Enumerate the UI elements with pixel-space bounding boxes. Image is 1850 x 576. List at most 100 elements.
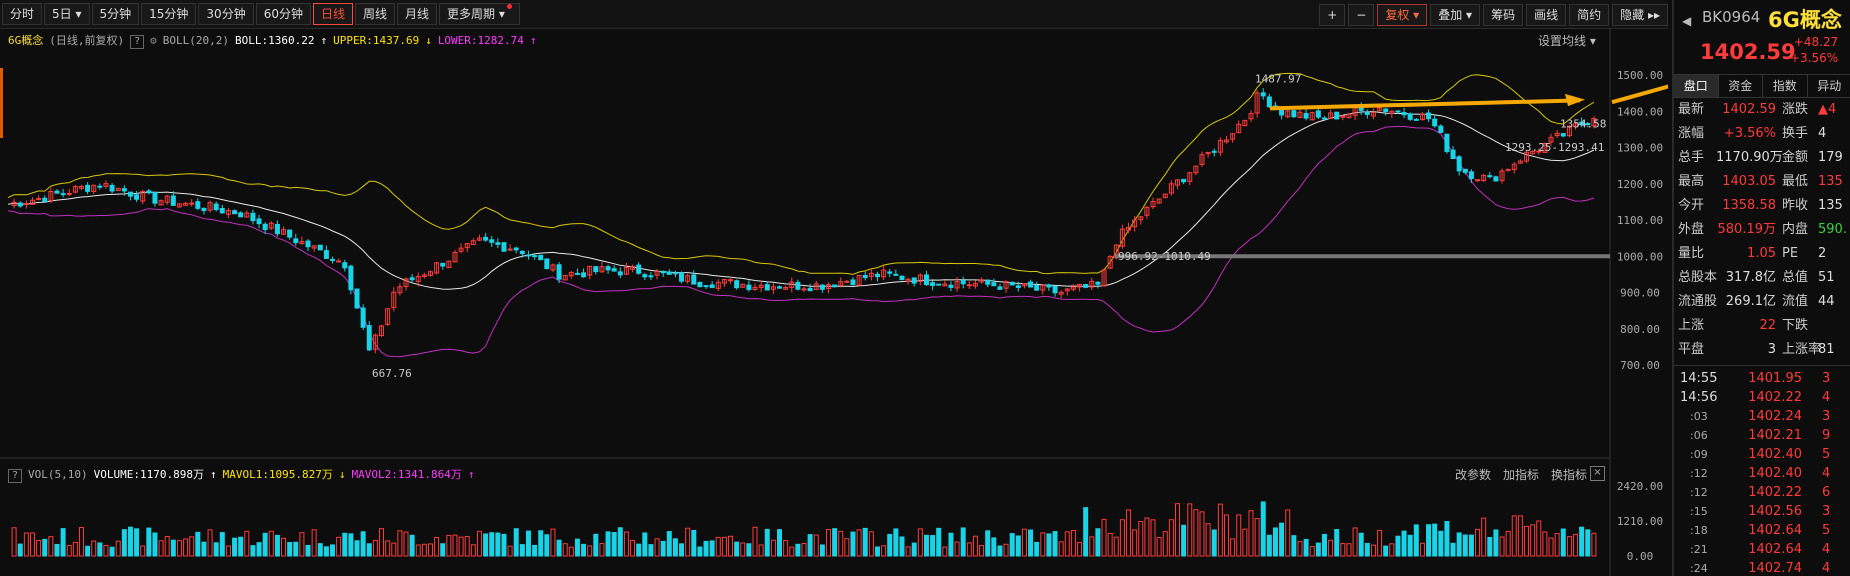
volume-bar — [1303, 538, 1309, 557]
quote-value: 22 — [1759, 318, 1776, 333]
candle-body — [348, 265, 354, 291]
volume-bar — [42, 538, 48, 557]
volume-bar — [1181, 524, 1187, 557]
period-tab-30min[interactable]: 30分钟 — [198, 3, 254, 25]
quote-row: 今开 1358.58 昨收 135 — [1674, 194, 1850, 218]
simple-button[interactable]: 简约 — [1569, 4, 1610, 26]
volume-bar — [568, 546, 574, 557]
ma-settings-link[interactable]: 设置均线 ▾ — [1538, 34, 1596, 48]
volume-bar — [709, 540, 715, 557]
candle-body — [519, 250, 525, 255]
candle-body — [1230, 133, 1236, 140]
volume-bar — [1481, 517, 1487, 557]
quote-value: 2 — [1818, 246, 1827, 261]
candle-body — [1566, 125, 1572, 137]
period-tab-monthly[interactable]: 月线 — [397, 3, 438, 25]
tick-time: :09 — [1690, 448, 1708, 461]
volume-bar — [403, 531, 409, 557]
period-tab-15min[interactable]: 15分钟 — [141, 3, 197, 25]
candle-body — [605, 266, 611, 271]
quote-key: 总手 — [1678, 150, 1705, 165]
tab-orderbook[interactable]: 盘口 — [1674, 75, 1719, 97]
tick-time: :21 — [1690, 543, 1708, 556]
volume-bar — [1285, 509, 1291, 557]
close-volume-icon[interactable]: × — [1590, 466, 1605, 481]
tick-row: 14:56 1402.22 4 — [1674, 388, 1850, 407]
kline-chart[interactable]: 1500.00 1400.00 1300.00 1200.00 1100.00 1000.… — [0, 28, 1668, 576]
period-tab-weekly[interactable]: 周线 — [355, 3, 396, 25]
volume-bar — [1395, 535, 1401, 557]
candle-body — [936, 283, 942, 286]
volume-bar — [728, 535, 734, 557]
tick-price: 1402.74 — [1748, 561, 1802, 576]
period-tab-5day[interactable]: 5日 ▾ — [44, 3, 90, 25]
volume-bar — [354, 540, 360, 557]
candle-body — [452, 251, 458, 263]
vol-help-icon[interactable]: ? — [8, 469, 22, 483]
quote-key: 上涨 — [1678, 318, 1705, 333]
candle-body — [740, 283, 746, 288]
collapse-arrow-icon[interactable]: ◀ — [1682, 14, 1692, 28]
candle-body — [703, 285, 709, 288]
tab-anomaly[interactable]: 异动 — [1808, 75, 1850, 97]
trend-arrow-head — [1565, 93, 1585, 107]
tab-funds[interactable]: 资金 — [1719, 75, 1763, 97]
candle-body — [1144, 206, 1150, 216]
edit-params-link[interactable]: 改参数 — [1455, 468, 1492, 482]
volume-bar — [1487, 536, 1493, 557]
zoom-out-button[interactable]: − — [1348, 4, 1375, 26]
volume-bar — [819, 544, 825, 557]
period-mode: (日线,前复权) — [49, 34, 125, 47]
volume-bar — [427, 543, 433, 557]
volume-bar — [207, 529, 213, 557]
candle-body — [385, 308, 391, 325]
candle-body — [1089, 280, 1095, 288]
indicator-infobar: 6G概念 (日线,前复权)? ⚙ BOLL(20,2) BOLL:1360.22 ↑ UPP… — [8, 34, 537, 49]
candle-body — [636, 264, 642, 274]
candle-body — [91, 184, 97, 192]
period-tab-daily[interactable]: 日线 — [312, 3, 353, 25]
candle-body — [1370, 111, 1376, 117]
period-tab-5min[interactable]: 5分钟 — [91, 3, 140, 25]
candle-body — [807, 287, 813, 292]
add-indicator-link[interactable]: 加指标 — [1503, 468, 1540, 482]
candle-body — [630, 265, 636, 270]
candle-body — [1015, 285, 1021, 288]
candle-body — [1168, 183, 1174, 194]
volume-bar — [29, 532, 35, 557]
more-periods-button[interactable]: 更多周期 ▾ — [439, 3, 520, 25]
chips-button[interactable]: 筹码 — [1483, 4, 1524, 26]
tick-volume: 3 — [1822, 371, 1831, 386]
candle-body — [917, 274, 923, 282]
overlay-button[interactable]: 叠加 ▾ — [1430, 4, 1481, 26]
volume-bar — [1573, 533, 1579, 557]
volume-bar — [225, 545, 231, 557]
period-tab-60min[interactable]: 60分钟 — [255, 3, 311, 25]
zoom-in-button[interactable]: + — [1319, 4, 1346, 26]
volume-bar — [366, 543, 372, 557]
volume-bar — [1193, 509, 1199, 557]
volume-bar — [446, 534, 452, 557]
volume-bar — [397, 530, 403, 557]
switch-indicator-link[interactable]: 换指标 — [1551, 468, 1588, 482]
volume-bar — [17, 543, 23, 557]
quote-key: 今开 — [1678, 198, 1705, 213]
hide-button[interactable]: 隐藏 ▸▸ — [1612, 4, 1668, 26]
volume-bar — [642, 532, 648, 557]
help-icon[interactable]: ? — [130, 35, 145, 49]
volume-bar — [801, 543, 807, 557]
price-annotation: 667.76 — [372, 367, 412, 380]
tab-index[interactable]: 指数 — [1763, 75, 1808, 97]
mavol1-value: MAVOL1:1095.827万 — [222, 468, 333, 481]
period-tab-intraday[interactable]: 分时 — [2, 3, 43, 25]
adjust-button[interactable]: 复权 ▾ — [1377, 4, 1428, 26]
candle-body — [434, 262, 440, 274]
gear-icon[interactable]: ⚙ — [150, 34, 157, 47]
draw-button[interactable]: 画线 — [1526, 4, 1567, 26]
candle-body — [60, 193, 66, 196]
candle-body — [795, 281, 801, 290]
candle-body — [1181, 178, 1187, 183]
candle-body — [158, 200, 164, 206]
candle-body — [464, 243, 470, 249]
candle-body — [305, 240, 311, 248]
